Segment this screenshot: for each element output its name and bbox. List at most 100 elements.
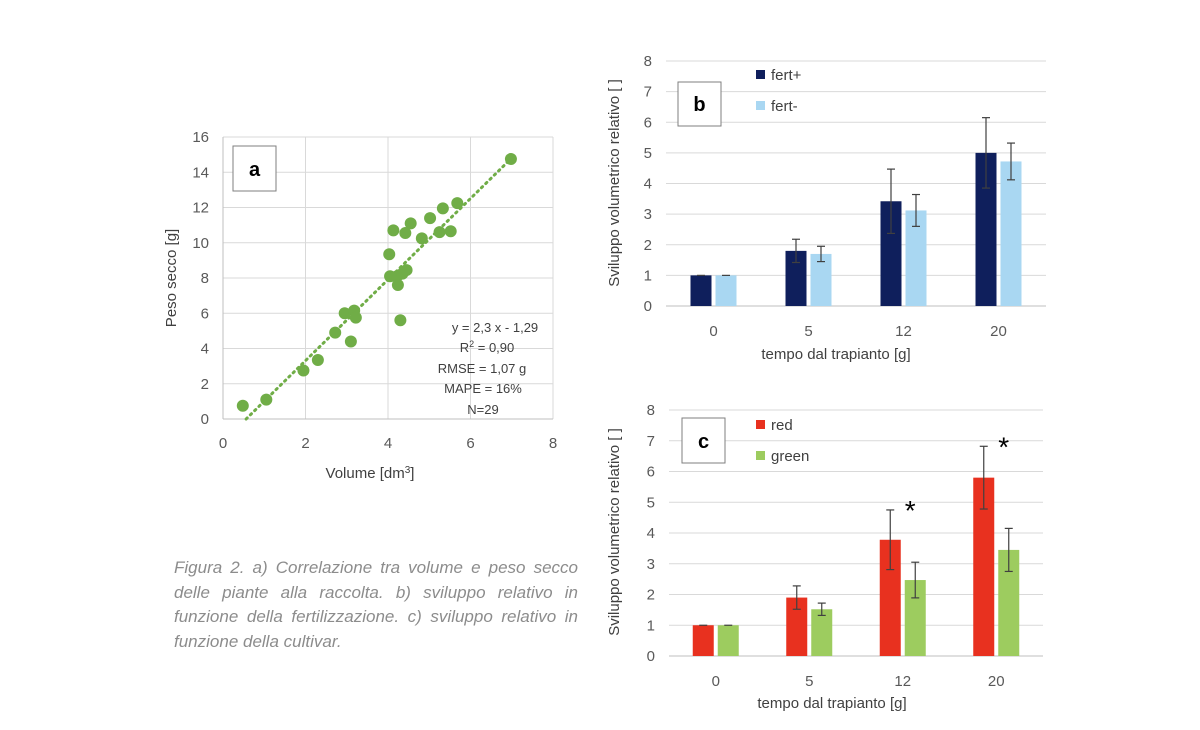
- panel-label-box-b: [677, 81, 722, 127]
- legend-c: red green: [756, 417, 809, 465]
- panel-label-box-c: [681, 417, 726, 464]
- tick-labels-a: 0 2 4 6 8 10 12 14 16 0 2 4 6 8: [192, 129, 557, 452]
- y-tick-label-a: 16: [192, 129, 209, 146]
- x-tick-label-b: 5: [804, 323, 812, 340]
- y-tick-label-c: 8: [647, 402, 655, 419]
- legend-label-green: green: [771, 448, 809, 465]
- data-points-a: [236, 153, 517, 412]
- legend-label-fert-plus: fert+: [771, 67, 802, 84]
- data-point: [329, 326, 342, 339]
- x-tick-label-c: 5: [805, 673, 813, 690]
- x-tick-label-b: 12: [895, 323, 912, 340]
- y-tick-label-a: 10: [192, 235, 209, 252]
- data-point: [349, 311, 362, 324]
- error-bars-c: [699, 445, 1013, 626]
- y-tick-label-c: 1: [647, 617, 655, 634]
- data-point: [451, 197, 464, 210]
- y-tick-label-a: 12: [192, 200, 209, 217]
- x-tick-label-a: 8: [549, 435, 557, 452]
- panel-label-c: c: [698, 431, 709, 453]
- y-axis-label-c: Sviluppo volumetrico relativo [ ]: [606, 428, 623, 636]
- bar-fert-0: [715, 275, 737, 306]
- legend-b: fert+ fert-: [756, 67, 802, 115]
- legend-swatch-green: [756, 451, 765, 460]
- y-tick-label-c: 2: [647, 587, 655, 604]
- legend-swatch-fert-minus: [756, 101, 765, 110]
- y-axis-label-b: Sviluppo volumetrico relativo [ ]: [606, 79, 623, 287]
- y-tick-label-a: 6: [201, 305, 209, 322]
- x-tick-label-c: 12: [894, 673, 911, 690]
- y-tick-label-b: 8: [644, 53, 652, 70]
- y-tick-label-b: 0: [644, 298, 652, 315]
- y-tick-label-b: 6: [644, 114, 652, 131]
- bar-fert-12: [905, 210, 927, 306]
- y-tick-label-c: 4: [647, 525, 655, 542]
- y-tick-label-b: 3: [644, 206, 652, 223]
- trendline-a: [244, 157, 513, 421]
- y-tick-label-c: 5: [647, 494, 655, 511]
- data-point: [338, 307, 351, 320]
- data-point: [436, 202, 449, 215]
- bar-green-20: [998, 549, 1020, 656]
- y-tick-label-b: 4: [644, 176, 652, 193]
- data-point: [391, 279, 404, 292]
- x-tick-label-b: 0: [709, 323, 717, 340]
- significance-star: *: [998, 431, 1009, 462]
- grid-a: [223, 136, 554, 419]
- data-point: [311, 353, 324, 366]
- data-point: [400, 264, 413, 277]
- data-point: [236, 399, 249, 412]
- legend-label-red: red: [771, 417, 793, 434]
- legend-label-fert-minus: fert-: [771, 98, 798, 115]
- bar-green-12: [904, 580, 926, 656]
- y-tick-label-b: 7: [644, 84, 652, 101]
- data-point: [344, 335, 357, 348]
- figure-caption: Figura 2. a) Correlazione tra volume e p…: [174, 558, 578, 651]
- y-tick-label-a: 8: [201, 270, 209, 287]
- n-label: N=29: [467, 402, 498, 417]
- data-point: [399, 227, 412, 240]
- y-tick-label-b: 1: [644, 267, 652, 284]
- y-tick-label-c: 0: [647, 648, 655, 665]
- y-tick-label-a: 0: [201, 411, 209, 428]
- data-point: [433, 226, 446, 239]
- significance-star: *: [905, 495, 916, 526]
- x-tick-label-c: 20: [988, 673, 1005, 690]
- x-axis-label-a: Volume [dm3]: [326, 465, 415, 483]
- data-point: [394, 314, 407, 327]
- mape-label: MAPE = 16%: [444, 381, 522, 396]
- y-tick-label-a: 14: [192, 164, 209, 181]
- panel-label-box-a: [232, 145, 277, 192]
- data-point: [504, 153, 517, 166]
- rmse-label: RMSE = 1,07 g: [438, 361, 527, 376]
- x-axis-label-c: tempo dal trapianto [g]: [757, 695, 906, 712]
- bar-red-20: [973, 477, 995, 656]
- bar-fert-5: [785, 250, 807, 306]
- trendline-dotted: [244, 157, 513, 421]
- x-tick-label-a: 2: [301, 435, 309, 452]
- legend-swatch-red: [756, 420, 765, 429]
- equation-label: y = 2,3 x - 1,29: [452, 320, 538, 335]
- x-tick-label-b: 20: [990, 323, 1007, 340]
- data-point: [260, 393, 273, 406]
- bar-red-12: [879, 539, 901, 656]
- bar-fert-12: [880, 201, 902, 306]
- y-tick-label-c: 7: [647, 433, 655, 450]
- data-point: [387, 224, 400, 237]
- bar-fert-5: [810, 253, 832, 306]
- panel-label-a: a: [249, 159, 261, 181]
- r-squared-label: R2 = 0,90: [460, 339, 515, 355]
- data-point: [404, 217, 417, 230]
- y-tick-label-c: 6: [647, 464, 655, 481]
- bar-fert-0: [690, 275, 712, 306]
- data-point: [415, 232, 428, 245]
- x-tick-label-a: 4: [384, 435, 392, 452]
- legend-swatch-fert-plus: [756, 70, 765, 79]
- x-tick-label-a: 6: [466, 435, 474, 452]
- y-tick-label-a: 4: [201, 341, 209, 358]
